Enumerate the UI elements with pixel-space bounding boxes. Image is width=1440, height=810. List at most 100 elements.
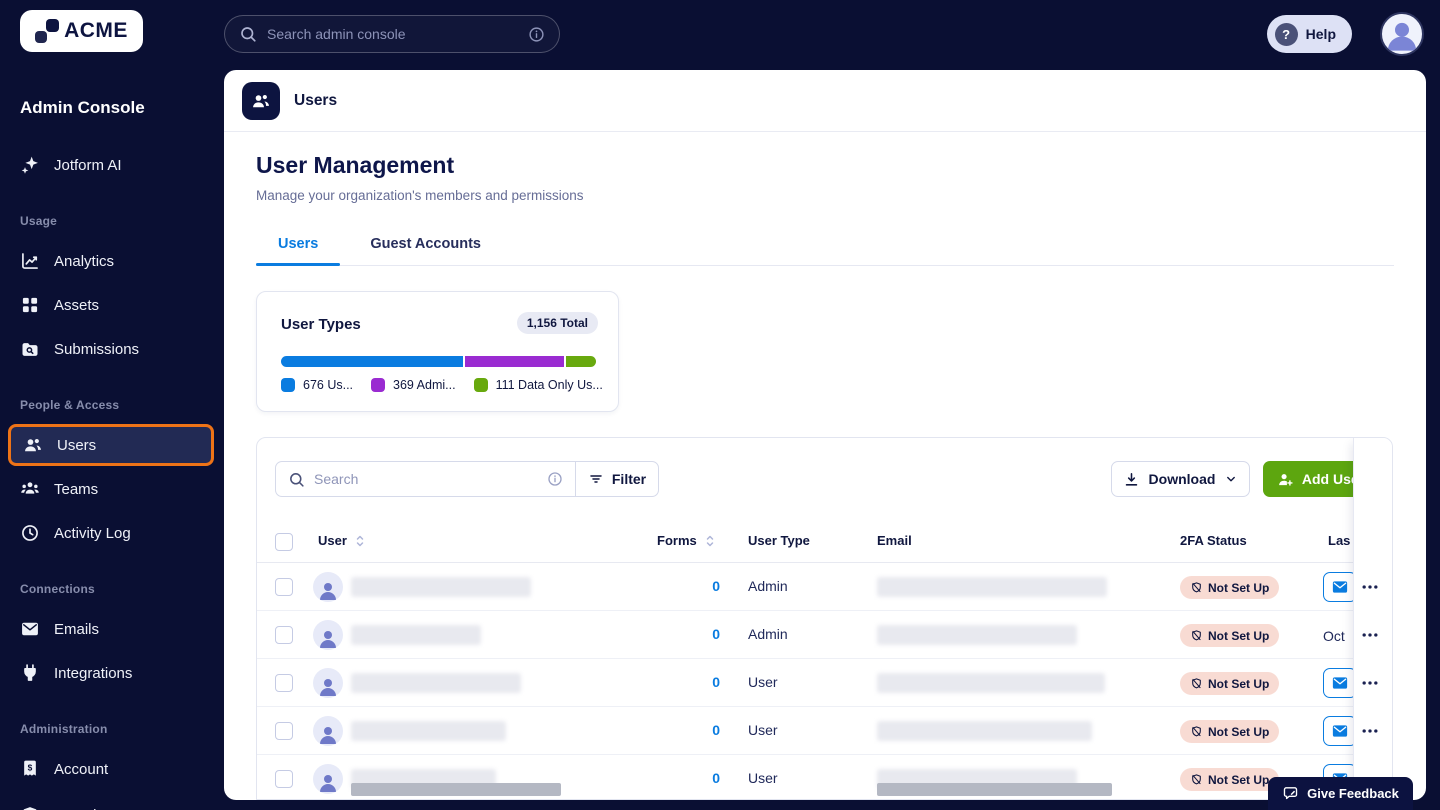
table-search[interactable] [276, 462, 576, 496]
forms-count-link[interactable]: 0 [712, 578, 720, 594]
redacted-email [877, 721, 1092, 741]
grid-icon [20, 295, 40, 315]
forms-count-link[interactable]: 0 [712, 626, 720, 642]
download-button[interactable]: Download [1111, 461, 1250, 497]
sidebar-item-account[interactable]: $ Account [8, 748, 214, 790]
sort-icon[interactable] [704, 534, 716, 548]
sidebar-item-integrations[interactable]: Integrations [8, 652, 214, 694]
column-header-user[interactable]: User [318, 533, 366, 548]
column-header-user-type: User Type [748, 533, 810, 548]
svg-text:$: $ [28, 762, 33, 772]
sidebar-item-assets[interactable]: Assets [8, 284, 214, 326]
table-search-input[interactable] [314, 471, 538, 487]
status-badge-not-set-up: Not Set Up [1180, 720, 1280, 743]
redacted-user-name [351, 577, 531, 597]
main-panel: Users User Management Manage your organi… [224, 70, 1426, 800]
invite-email-button[interactable] [1323, 572, 1353, 602]
tab-guest-accounts[interactable]: Guest Accounts [370, 236, 481, 252]
teams-icon [20, 479, 40, 499]
table-row: 0 User Not Set Up [257, 659, 1392, 707]
shield-slash-icon [1190, 581, 1203, 594]
give-feedback-button[interactable]: Give Feedback [1268, 777, 1413, 810]
filter-icon [588, 471, 604, 487]
sidebar-item-analytics[interactable]: Analytics [8, 240, 214, 282]
acme-logo-icon [35, 19, 60, 43]
avatar [313, 572, 343, 602]
info-icon [528, 26, 545, 43]
row-checkbox[interactable] [275, 722, 293, 740]
forms-count-link[interactable]: 0 [712, 722, 720, 738]
invite-email-button[interactable] [1323, 716, 1353, 746]
user-types-stacked-bar [281, 356, 596, 367]
sidebar-item-jotform-ai[interactable]: Jotform AI [8, 144, 214, 186]
redacted-user-name [351, 625, 481, 645]
user-types-card: User Types 1,156 Total 676 Us... 369 Adm… [256, 291, 619, 412]
sidebar-item-security[interactable]: Security [8, 794, 214, 810]
row-checkbox[interactable] [275, 626, 293, 644]
sidebar-item-emails[interactable]: Emails [8, 608, 214, 650]
row-checkbox[interactable] [275, 674, 293, 692]
column-header-last: Las [1328, 533, 1351, 548]
acme-logo[interactable]: ACME [20, 10, 143, 52]
sidebar-item-submissions[interactable]: Submissions [8, 328, 214, 370]
filter-button[interactable]: Filter [576, 462, 658, 496]
sort-icon[interactable] [354, 534, 366, 548]
shield-slash-icon [1190, 677, 1203, 690]
admin-search-bar[interactable] [224, 15, 560, 53]
invite-email-button[interactable] [1323, 668, 1353, 698]
user-type-value: Admin [748, 578, 788, 594]
envelope-icon [20, 619, 40, 639]
row-actions-menu-button[interactable] [1357, 721, 1383, 741]
row-checkbox[interactable] [275, 770, 293, 788]
user-avatar[interactable] [1380, 12, 1424, 56]
analytics-icon [20, 251, 40, 271]
column-header-forms[interactable]: Forms [657, 533, 716, 548]
shield-slash-icon [1190, 725, 1203, 738]
table-row: 0 Admin Not Set Up Oct [257, 611, 1392, 659]
user-type-value: User [748, 674, 778, 690]
sidebar-section-connections: Connections [20, 582, 95, 596]
sidebar-item-users[interactable]: Users [8, 424, 214, 466]
table-search-group: Filter [275, 461, 659, 497]
redacted-email [877, 577, 1107, 597]
page-title: User Management [256, 152, 455, 178]
row-actions-menu-button[interactable] [1357, 673, 1383, 693]
tab-users[interactable]: Users [256, 228, 341, 266]
row-actions-menu-button[interactable] [1357, 625, 1383, 645]
redacted-user-name [351, 721, 506, 741]
sparkles-icon [20, 155, 40, 175]
row-checkbox[interactable] [275, 578, 293, 596]
bar-segment-data-only [566, 356, 596, 367]
avatar [313, 716, 343, 746]
sidebar-section-people-access: People & Access [20, 398, 120, 412]
folder-search-icon [20, 339, 40, 359]
legend-item: 111 Data Only Us... [473, 378, 603, 392]
shield-icon [20, 805, 40, 810]
avatar [313, 668, 343, 698]
sidebar: Admin Console Jotform AI Usage Analytics… [0, 70, 224, 810]
last-seen-cell [1323, 716, 1353, 748]
last-seen-text: Oct [1323, 628, 1345, 644]
sidebar-section-administration: Administration [20, 722, 108, 736]
acme-logo-text: ACME [64, 19, 128, 42]
question-icon: ? [1274, 22, 1298, 46]
users-tile-icon [242, 81, 280, 120]
last-seen-cell: Oct [1323, 620, 1353, 652]
sidebar-item-activity-log[interactable]: Activity Log [8, 512, 214, 554]
admin-search-input[interactable] [267, 26, 518, 42]
page-subtitle: Manage your organization's members and p… [256, 188, 584, 203]
select-all-checkbox[interactable] [275, 533, 293, 551]
sidebar-item-teams[interactable]: Teams [8, 468, 214, 510]
forms-count-link[interactable]: 0 [712, 770, 720, 786]
redacted-email [877, 625, 1077, 645]
sidebar-title: Admin Console [20, 98, 145, 117]
table-row: 0 User Not Set Up [257, 755, 1392, 799]
forms-count-link[interactable]: 0 [712, 674, 720, 690]
status-badge-not-set-up: Not Set Up [1180, 672, 1280, 695]
info-icon [547, 471, 563, 487]
last-seen-cell [1323, 668, 1353, 700]
column-header-email: Email [877, 533, 912, 548]
shield-slash-icon [1190, 773, 1203, 786]
row-actions-menu-button[interactable] [1357, 577, 1383, 597]
help-button[interactable]: ? Help [1266, 15, 1352, 53]
